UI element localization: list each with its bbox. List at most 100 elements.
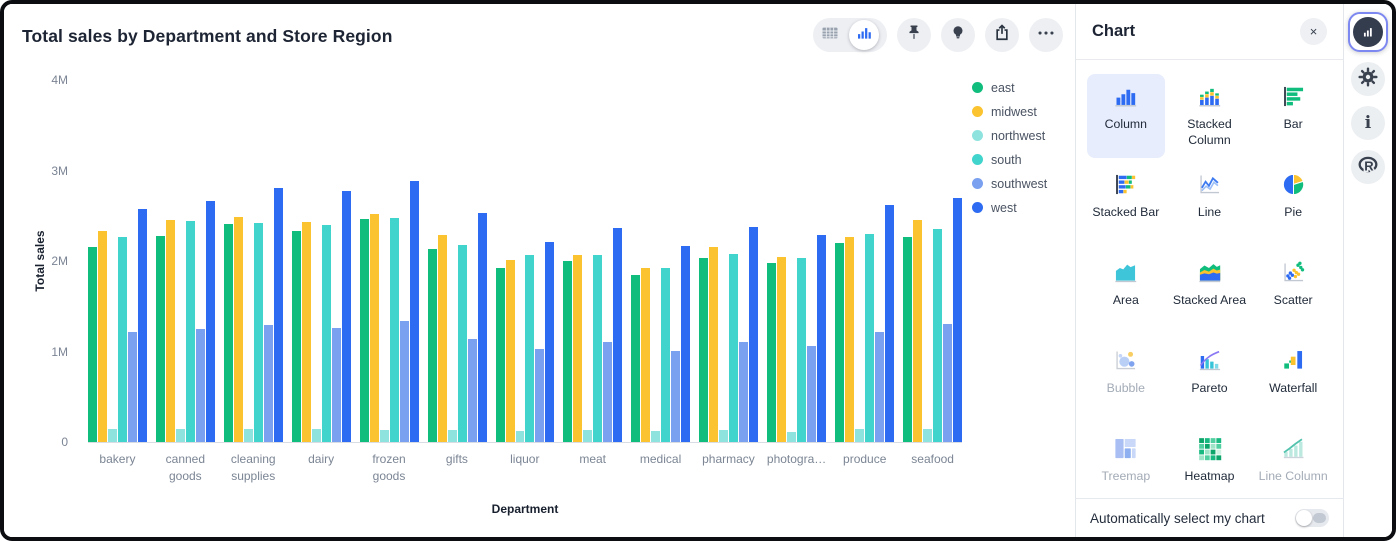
legend-item-northwest[interactable]: northwest: [972, 129, 1047, 143]
legend-item-south[interactable]: south: [972, 153, 1047, 167]
bar-northwest[interactable]: [107, 429, 117, 442]
bar-east[interactable]: [835, 243, 845, 442]
bar-southwest[interactable]: [671, 351, 681, 442]
bar-midwest[interactable]: [437, 235, 447, 442]
bar-midwest[interactable]: [369, 214, 379, 442]
bar-west[interactable]: [885, 205, 895, 442]
bar-midwest[interactable]: [505, 260, 515, 442]
chart-type-scatter[interactable]: Scatter: [1254, 250, 1332, 334]
bar-east[interactable]: [223, 224, 233, 442]
bar-northwest[interactable]: [243, 429, 253, 442]
bar-northwest[interactable]: [787, 432, 797, 442]
bar-south[interactable]: [593, 255, 603, 442]
bar-northwest[interactable]: [923, 429, 933, 442]
bar-southwest[interactable]: [807, 346, 817, 442]
chart-type-treemap[interactable]: Treemap: [1087, 426, 1165, 499]
chart-type-area[interactable]: Area: [1087, 250, 1165, 334]
chart-type-line[interactable]: Line: [1170, 162, 1248, 246]
bar-south[interactable]: [389, 218, 399, 442]
legend-item-east[interactable]: east: [972, 81, 1047, 95]
bar-northwest[interactable]: [651, 431, 661, 442]
chart-type-line-column[interactable]: Line Column: [1254, 426, 1332, 499]
bar-northwest[interactable]: [379, 430, 389, 442]
bar-west[interactable]: [613, 228, 623, 442]
bar-east[interactable]: [699, 258, 709, 442]
bar-southwest[interactable]: [535, 349, 545, 442]
bar-west[interactable]: [341, 191, 351, 442]
bar-south[interactable]: [865, 234, 875, 442]
chart-type-waterfall[interactable]: Waterfall: [1254, 338, 1332, 422]
bar-southwest[interactable]: [467, 339, 477, 442]
bar-northwest[interactable]: [515, 431, 525, 442]
bar-northwest[interactable]: [855, 429, 865, 442]
bar-midwest[interactable]: [301, 222, 311, 442]
chart-type-pareto[interactable]: Pareto: [1170, 338, 1248, 422]
legend-item-midwest[interactable]: midwest: [972, 105, 1047, 119]
bar-east[interactable]: [291, 231, 301, 442]
bar-northwest[interactable]: [719, 430, 729, 442]
chart-type-pie[interactable]: Pie: [1254, 162, 1332, 246]
bar-west[interactable]: [205, 201, 215, 442]
bar-midwest[interactable]: [573, 255, 583, 442]
bar-west[interactable]: [409, 181, 419, 442]
bar-south[interactable]: [321, 225, 331, 442]
bar-midwest[interactable]: [913, 220, 923, 442]
rail-info-button[interactable]: i: [1351, 106, 1385, 140]
bar-west[interactable]: [545, 242, 555, 442]
legend-item-southwest[interactable]: southwest: [972, 177, 1047, 191]
chart-type-bar[interactable]: Bar: [1254, 74, 1332, 158]
legend-item-west[interactable]: west: [972, 201, 1047, 215]
bar-south[interactable]: [797, 258, 807, 442]
bar-midwest[interactable]: [233, 217, 243, 442]
bar-southwest[interactable]: [127, 332, 137, 442]
bar-east[interactable]: [359, 219, 369, 442]
rail-chart-button[interactable]: [1348, 12, 1388, 52]
close-panel-button[interactable]: ×: [1300, 18, 1327, 45]
insights-button[interactable]: [941, 18, 975, 52]
rail-r-button[interactable]: R: [1351, 150, 1385, 184]
bar-east[interactable]: [155, 236, 165, 442]
bar-northwest[interactable]: [447, 430, 457, 442]
bar-east[interactable]: [767, 263, 777, 442]
bar-west[interactable]: [273, 188, 283, 442]
bar-northwest[interactable]: [175, 429, 185, 442]
bar-southwest[interactable]: [195, 329, 205, 442]
bar-midwest[interactable]: [641, 268, 651, 442]
bar-southwest[interactable]: [943, 324, 952, 442]
table-view-button[interactable]: [813, 18, 847, 52]
rail-settings-button[interactable]: [1351, 62, 1385, 96]
bar-south[interactable]: [661, 268, 671, 442]
bar-midwest[interactable]: [845, 237, 855, 442]
bar-south[interactable]: [117, 237, 127, 442]
bar-southwest[interactable]: [399, 321, 409, 442]
chart-type-stacked-area[interactable]: Stacked Area: [1170, 250, 1248, 334]
bar-midwest[interactable]: [97, 231, 107, 442]
bar-east[interactable]: [427, 249, 437, 442]
bar-west[interactable]: [137, 209, 147, 442]
bar-west[interactable]: [681, 246, 691, 442]
bar-midwest[interactable]: [165, 220, 175, 442]
bar-midwest[interactable]: [709, 247, 719, 442]
bar-southwest[interactable]: [739, 342, 749, 442]
chart-type-bubble[interactable]: Bubble: [1087, 338, 1165, 422]
bar-south[interactable]: [729, 254, 739, 442]
more-options-button[interactable]: [1029, 18, 1063, 52]
bar-east[interactable]: [903, 237, 913, 442]
bar-northwest[interactable]: [583, 430, 593, 442]
bar-west[interactable]: [817, 235, 827, 442]
bar-south[interactable]: [525, 255, 535, 442]
bar-midwest[interactable]: [777, 257, 787, 442]
chart-type-column[interactable]: Column: [1086, 74, 1165, 158]
chart-view-button[interactable]: [849, 20, 879, 50]
bar-west[interactable]: [477, 213, 487, 442]
bar-east[interactable]: [631, 275, 641, 442]
bar-west[interactable]: [749, 227, 759, 442]
bar-northwest[interactable]: [311, 429, 321, 442]
chart-type-heatmap[interactable]: Heatmap: [1170, 426, 1248, 499]
pin-button[interactable]: [897, 18, 931, 52]
bar-south[interactable]: [253, 223, 263, 442]
bar-southwest[interactable]: [331, 328, 341, 442]
chart-type-stacked-column[interactable]: Stacked Column: [1170, 74, 1248, 158]
bar-east[interactable]: [495, 268, 505, 442]
bar-southwest[interactable]: [603, 342, 613, 442]
